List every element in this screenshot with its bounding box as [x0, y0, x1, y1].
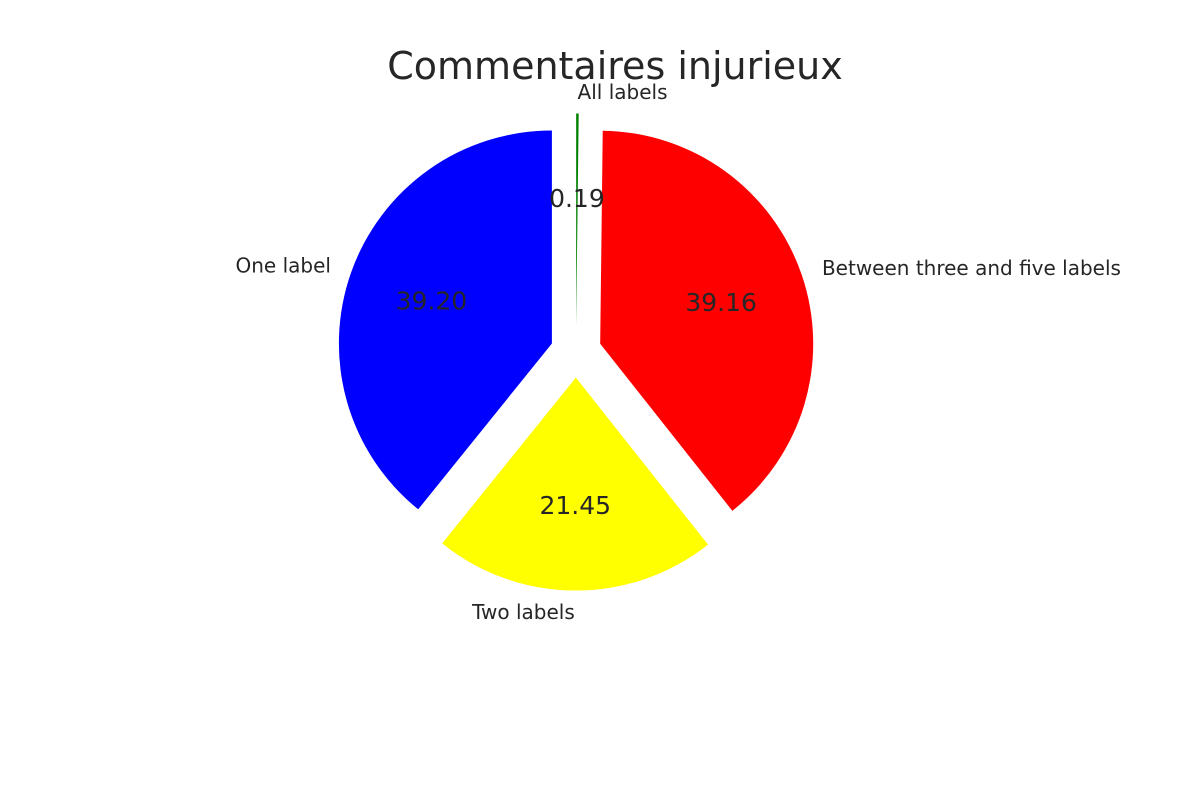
- pie-slice-two-labels: [442, 377, 709, 591]
- pie-slice-between-three-and-five-labels: [600, 130, 814, 511]
- slice-label: All labels: [578, 80, 668, 104]
- chart-title: Commentaires injurieux: [387, 44, 842, 88]
- slice-label: Two labels: [471, 600, 575, 624]
- pie-slice-one-label: [338, 130, 552, 510]
- slice-value-label: 21.45: [539, 491, 611, 520]
- pie-slices: [338, 113, 814, 591]
- slice-value-label: 39.16: [685, 288, 757, 317]
- slice-value-label: 39.20: [396, 286, 468, 315]
- slice-label: Between three and five labels: [822, 256, 1121, 280]
- pie-labels: All labels 0.19 Between three and five lab…: [236, 80, 1121, 624]
- pie-slice-all-labels: [576, 113, 579, 327]
- slice-label: One label: [236, 254, 331, 278]
- slice-value-label: 0.19: [549, 184, 605, 213]
